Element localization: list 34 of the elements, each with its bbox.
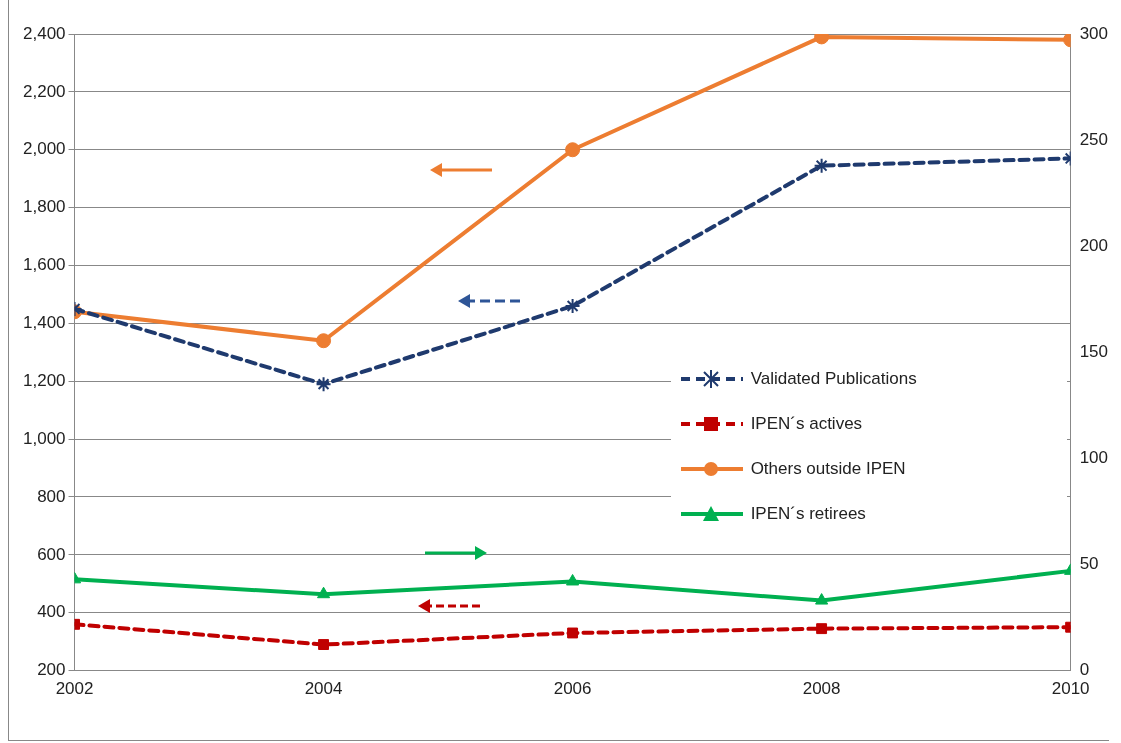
- x-tick-label: 2010: [1051, 679, 1090, 699]
- x-tick-label: 2004: [304, 679, 343, 699]
- y-tick-label: 400: [37, 602, 66, 622]
- legend-label: IPEN´s retirees: [750, 503, 866, 524]
- legend-label: Validated Publications: [750, 368, 917, 389]
- y2-tick-label: 0: [1079, 660, 1090, 680]
- point: [318, 639, 330, 651]
- y-tick-label: 1,200: [22, 370, 66, 390]
- legend-label: Others outside IPEN: [750, 458, 906, 479]
- point: [564, 298, 581, 314]
- y-tick-label: 2,400: [22, 23, 66, 43]
- y-tick-label: 1,800: [22, 197, 66, 217]
- y2-tick-label: 250: [1079, 129, 1109, 149]
- point: [816, 623, 828, 635]
- y2-tick-label: 50: [1079, 554, 1099, 574]
- y2-tick-label: 150: [1079, 341, 1109, 361]
- point: [813, 157, 830, 174]
- y2-tick-label: 300: [1079, 23, 1109, 43]
- y-tick-label: 1,400: [22, 313, 66, 333]
- y-tick-label: 600: [37, 544, 66, 564]
- x-tick-label: 2008: [802, 679, 841, 699]
- y2-tick-label: 100: [1079, 448, 1109, 468]
- y-tick-label: 2,200: [22, 81, 66, 101]
- y2-tick-label: 200: [1079, 235, 1109, 255]
- y-tick-label: 800: [37, 486, 66, 506]
- y-tick-label: 1,000: [22, 428, 66, 448]
- x-tick-label: 2006: [553, 679, 592, 699]
- y-tick-label: 1,600: [22, 255, 66, 275]
- point: [567, 627, 579, 639]
- y-tick-label: 200: [37, 660, 66, 680]
- x-tick-label: 2002: [55, 679, 94, 699]
- point: [315, 376, 332, 393]
- y-tick-label: 2,000: [22, 139, 66, 159]
- legend-label: IPEN´s actives: [750, 413, 863, 434]
